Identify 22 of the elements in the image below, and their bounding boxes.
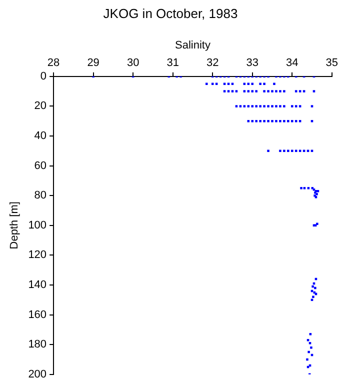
chart-title: JKOG in October, 1983 xyxy=(102,6,239,21)
y-tick-label: 140 xyxy=(28,279,47,292)
y-tick-label: 100 xyxy=(28,219,47,232)
x-tick-label: 34 xyxy=(286,56,298,69)
x-tick-label: 35 xyxy=(326,56,338,69)
y-tick-label: 120 xyxy=(28,249,47,262)
y-tick-label: 0 xyxy=(40,70,47,82)
y-axis-title: Depth [m] xyxy=(8,202,21,250)
y-tick-label: 40 xyxy=(34,130,47,142)
y-tick-label: 80 xyxy=(34,190,47,202)
x-tick-label: 28 xyxy=(47,56,60,69)
x-tick-label: 32 xyxy=(206,56,219,69)
x-axis-title: Salinity xyxy=(174,40,211,52)
x-tick-label: 29 xyxy=(87,56,100,69)
y-tick-label: 180 xyxy=(28,338,47,351)
x-tick-label: 33 xyxy=(246,56,258,69)
y-tick-label: 160 xyxy=(28,308,47,321)
x-tick-label: 31 xyxy=(166,56,179,69)
y-tick-label: 20 xyxy=(34,100,47,112)
y-tick-label: 200 xyxy=(28,368,47,380)
x-tick-label: 30 xyxy=(126,56,140,69)
y-tick-label: 60 xyxy=(34,160,47,172)
